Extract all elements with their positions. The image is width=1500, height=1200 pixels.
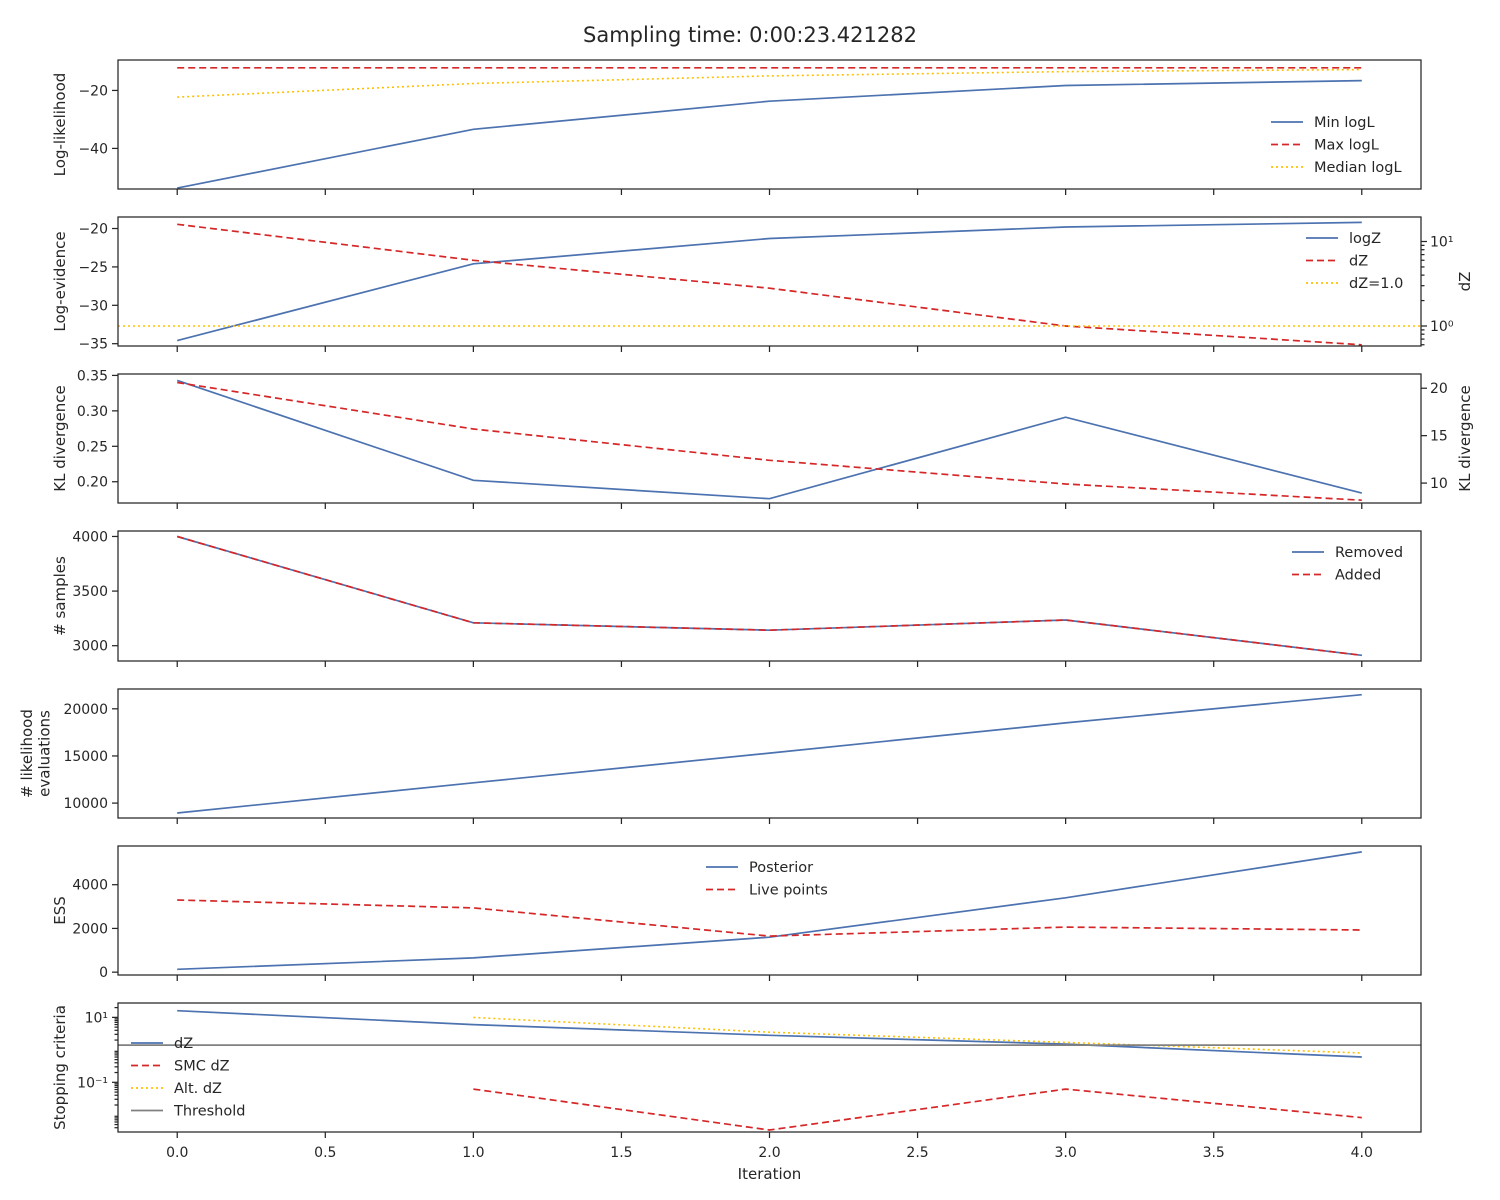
series-line-logz	[176, 221, 1362, 342]
y-tick-label: 4000	[72, 878, 108, 894]
y-tick-label: −25	[78, 260, 108, 276]
legend: Min logL Max logL Median logL	[1271, 115, 1402, 176]
legend-label: Max logL	[1314, 138, 1379, 154]
series-line-removed	[176, 535, 1362, 657]
x-tick-label: 1.0	[462, 1145, 484, 1161]
y-tick-label: 3500	[72, 584, 108, 600]
y-axis-label-line: evaluations	[35, 710, 53, 797]
series-line-s0	[177, 693, 1362, 814]
legend-label: dZ	[174, 1036, 193, 1052]
series-line-posterior	[177, 851, 1362, 971]
panel-7: 0.0 0.5 1.0 1.5 2.0 2.5 3.0 3.5 4.0 10⁻¹ 10¹ Stoppi…	[51, 1002, 1422, 1183]
y-tick-label: −35	[78, 337, 108, 353]
legend-label: dZ=1.0	[1349, 276, 1403, 292]
right-y-tick-label: 10	[1430, 476, 1448, 492]
legend-label: Threshold	[173, 1104, 245, 1120]
y-axis-label: KL divergence	[51, 385, 69, 491]
legend: dZ SMC dZ Alt. dZ Threshold	[131, 1036, 245, 1120]
y-axis-label: # samples	[51, 556, 69, 636]
series-line-s0	[176, 379, 1363, 500]
legend-label: Live points	[749, 883, 828, 899]
y-tick-label: 0.35	[77, 368, 108, 384]
y-axis-label: ESS	[51, 896, 69, 925]
x-tick-label: 4.0	[1351, 1145, 1373, 1161]
x-tick-label: 0.0	[166, 1145, 188, 1161]
y-tick-label: 0.20	[77, 475, 108, 491]
axes-frame	[117, 530, 1422, 662]
right-y-axis-label: dZ	[1456, 272, 1474, 292]
right-y-tick-label: 15	[1430, 429, 1448, 445]
legend: Removed Added	[1292, 545, 1403, 584]
legend-label: logZ	[1349, 231, 1381, 247]
x-axis-label: Iteration	[738, 1165, 802, 1183]
x-tick-label: 2.0	[758, 1145, 780, 1161]
axes-frame	[117, 59, 1422, 190]
y-axis-label: # likelihoodevaluations	[18, 709, 53, 798]
y-tick-label: 0	[99, 965, 108, 981]
panel-5: 10000 15000 20000 # likelihoodevaluations	[18, 688, 1422, 824]
series-line-min-logl	[177, 79, 1362, 189]
y-tick-label: 4000	[72, 529, 108, 545]
axes-frame	[117, 373, 1422, 504]
y-tick-label: 15000	[63, 749, 108, 765]
legend-label: Alt. dZ	[174, 1081, 222, 1097]
series-line-dz	[177, 1009, 1362, 1058]
y-tick-label: −20	[78, 222, 108, 238]
y-tick-label: 0.25	[77, 439, 108, 455]
x-tick-label: 3.5	[1203, 1145, 1225, 1161]
series-line-dz	[177, 223, 1362, 346]
right-y-axis-label: KL divergence	[1456, 385, 1474, 491]
x-tick-label: 3.0	[1055, 1145, 1077, 1161]
y-tick-label: −20	[78, 83, 108, 99]
panel-1: −40 −20 Log-likelihood Min logL Max logL Medi…	[51, 59, 1422, 195]
y-tick-label: 2000	[72, 921, 108, 937]
legend-label: Removed	[1335, 545, 1403, 561]
y-tick-label: 10⁻¹	[77, 1075, 108, 1091]
axes-frame	[117, 1002, 1422, 1133]
legend: logZ dZ dZ=1.0	[1306, 231, 1403, 292]
legend-label: SMC dZ	[174, 1059, 230, 1075]
right-y-tick-label: 20	[1430, 381, 1448, 397]
y-axis-label: Log-likelihood	[51, 73, 69, 177]
legend: Posterior Live points	[706, 860, 828, 899]
series-line-alt-dz	[473, 1016, 1362, 1054]
series-line-smc-dz	[473, 1088, 1362, 1131]
legend-label: Added	[1335, 568, 1381, 584]
right-y-tick-label: 10⁰	[1430, 319, 1454, 335]
y-tick-label: 10000	[63, 796, 108, 812]
x-tick-label: 0.5	[314, 1145, 336, 1161]
y-tick-label: −40	[78, 141, 108, 157]
series-line-live-points	[177, 899, 1362, 937]
panel-2: −35 −30 −25 −20 Log-evidence 10⁰ 10¹ dZ logZ dZ dZ…	[51, 216, 1474, 353]
right-y-tick-label: 10¹	[1430, 235, 1453, 251]
figure-title: Sampling time: 0:00:23.421282	[583, 23, 917, 47]
y-tick-label: 20000	[63, 702, 108, 718]
y-tick-label: 3000	[72, 639, 108, 655]
panel-3: 0.20 0.25 0.30 0.35 KL divergence 10 15 20 KL di…	[51, 368, 1474, 509]
series-line-added	[176, 535, 1362, 657]
y-axis-label: Log-evidence	[51, 231, 69, 331]
x-tick-label: 1.5	[610, 1145, 632, 1161]
series-line-s1	[177, 381, 1362, 502]
y-tick-label: 0.30	[77, 404, 108, 420]
y-axis-label: Stopping criteria	[51, 1005, 69, 1130]
legend-label: Min logL	[1314, 115, 1375, 131]
y-tick-label: 10¹	[85, 1010, 108, 1026]
legend-label: Posterior	[749, 860, 813, 876]
x-tick-label: 2.5	[906, 1145, 928, 1161]
panel-4: 3000 3500 4000# samples Removed Added	[51, 529, 1422, 667]
legend-label: Median logL	[1314, 160, 1402, 176]
legend-label: dZ	[1349, 254, 1368, 270]
y-axis-label-line: # likelihood	[18, 709, 36, 798]
y-tick-label: −30	[78, 298, 108, 314]
